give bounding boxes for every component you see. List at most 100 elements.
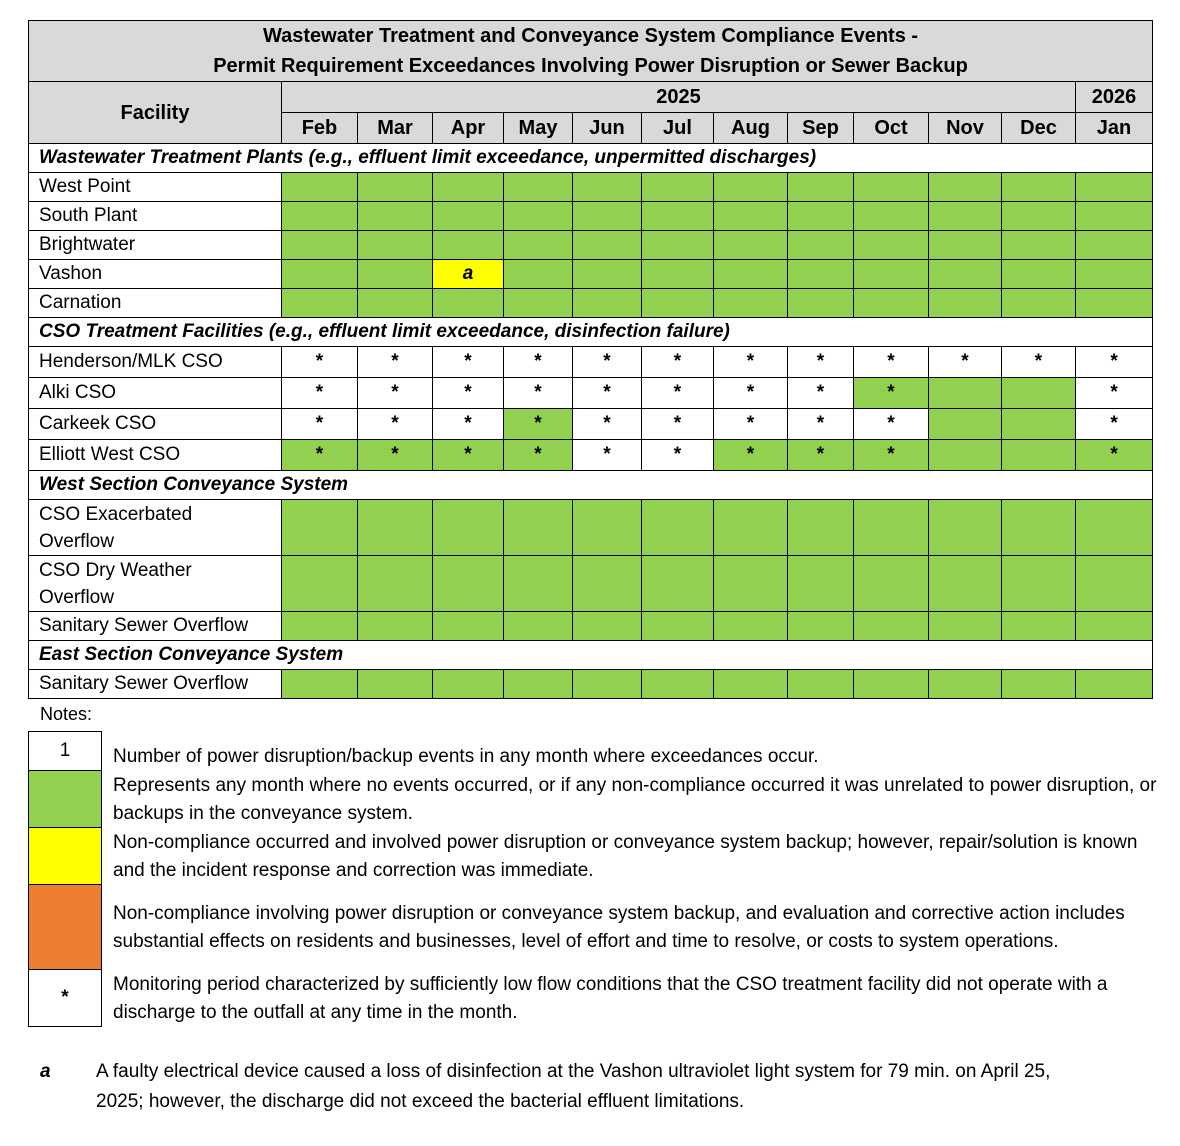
facility-name: Brightwater [28,230,282,260]
table-row: Alki CSO * * * * * * * * * * [28,377,1154,409]
status-cell: * [357,408,433,440]
status-cell [641,499,714,556]
status-cell [928,669,1002,699]
status-cell [713,259,788,289]
month-header-dec: Dec [1001,112,1076,144]
year-header: 2026 [1074,81,1154,113]
status-cell: * [641,408,714,440]
status-cell [281,288,358,318]
status-cell [787,669,854,699]
status-cell [641,555,714,612]
status-cell: * [503,346,573,378]
footnote-marker: a [40,1061,51,1082]
status-cell: * [787,439,854,471]
status-cell [432,555,504,612]
status-cell: * [432,439,504,471]
legend-swatch-orange [28,885,102,970]
status-cell [1001,377,1076,409]
status-cell [572,499,642,556]
status-cell: * [1001,346,1076,378]
status-cell [503,172,573,202]
status-cell [281,611,358,641]
facility-header: Facility [28,81,282,144]
facility-name: Elliott West CSO [28,439,282,471]
status-cell [572,201,642,231]
legend-swatch-green [28,771,102,828]
status-cell [641,201,714,231]
status-cell [1074,288,1154,318]
table-row: Elliott West CSO * * * * * * * * * * [28,439,1154,471]
compliance-table: Wastewater Treatment and Conveyance Syst… [27,20,1154,699]
status-cell: * [787,377,854,409]
status-cell [503,288,573,318]
status-cell: * [713,346,788,378]
month-header-oct: Oct [853,112,929,144]
status-cell [357,288,433,318]
table-row: Brightwater [28,230,1154,260]
status-cell [1001,611,1076,641]
status-cell [787,499,854,556]
legend: 1 Number of power disruption/backup event… [28,731,1168,1027]
status-cell [853,288,929,318]
status-cell [503,555,573,612]
status-cell [281,172,358,202]
status-cell [1074,669,1154,699]
status-cell [357,555,433,612]
status-cell: * [572,346,642,378]
facility-name: Carnation [28,288,282,318]
month-header-jan: Jan [1074,112,1154,144]
status-cell [357,499,433,556]
table-row: Vashon a [28,259,1154,289]
month-header-nov: Nov [928,112,1002,144]
status-cell [572,611,642,641]
footnote-text: A faulty electrical device caused a loss… [96,1061,1051,1112]
status-cell [572,555,642,612]
status-cell [928,288,1002,318]
month-header-sep: Sep [787,112,854,144]
facility-name: South Plant [28,201,282,231]
status-cell [787,555,854,612]
status-cell [281,230,358,260]
status-cell [357,201,433,231]
status-cell: * [713,377,788,409]
facility-name: Alki CSO [28,377,282,409]
section-row: East Section Conveyance System [27,640,1154,670]
status-cell: * [357,346,433,378]
section-header: West Section Conveyance System [27,470,1154,500]
status-cell: * [281,408,358,440]
status-cell: * [1074,439,1154,471]
status-cell [572,230,642,260]
status-cell [572,259,642,289]
status-cell: * [853,377,929,409]
status-cell [357,259,433,289]
status-cell: * [641,377,714,409]
status-cell [641,288,714,318]
status-cell [928,439,1002,471]
status-cell [787,259,854,289]
table-row: Sanitary Sewer Overflow [28,611,1154,641]
legend-text: Number of power disruption/backup events… [113,745,819,767]
status-cell [713,172,788,202]
table-row: Carnation [28,288,1154,318]
status-cell [713,611,788,641]
status-cell [572,669,642,699]
facility-name: Vashon [28,259,282,289]
section-header: CSO Treatment Facilities (e.g., effluent… [27,317,1154,347]
month-header-apr: Apr [432,112,504,144]
section-header: Wastewater Treatment Plants (e.g., efflu… [27,143,1154,173]
table-row: West Point [28,172,1154,202]
status-cell [503,201,573,231]
status-cell: * [641,439,714,471]
status-cell: a [432,259,504,289]
title-line-2: Permit Requirement Exceedances Involving… [213,55,968,77]
status-cell [641,611,714,641]
status-cell: * [641,346,714,378]
facility-name: CSO Exacerbated Overflow [28,499,282,556]
status-cell [853,172,929,202]
table-row: CSO Exacerbated Overflow [28,499,1154,556]
notes-label: Notes: [40,704,93,724]
month-header-jun: Jun [572,112,642,144]
month-header-may: May [503,112,573,144]
status-cell [1001,499,1076,556]
status-cell [641,259,714,289]
